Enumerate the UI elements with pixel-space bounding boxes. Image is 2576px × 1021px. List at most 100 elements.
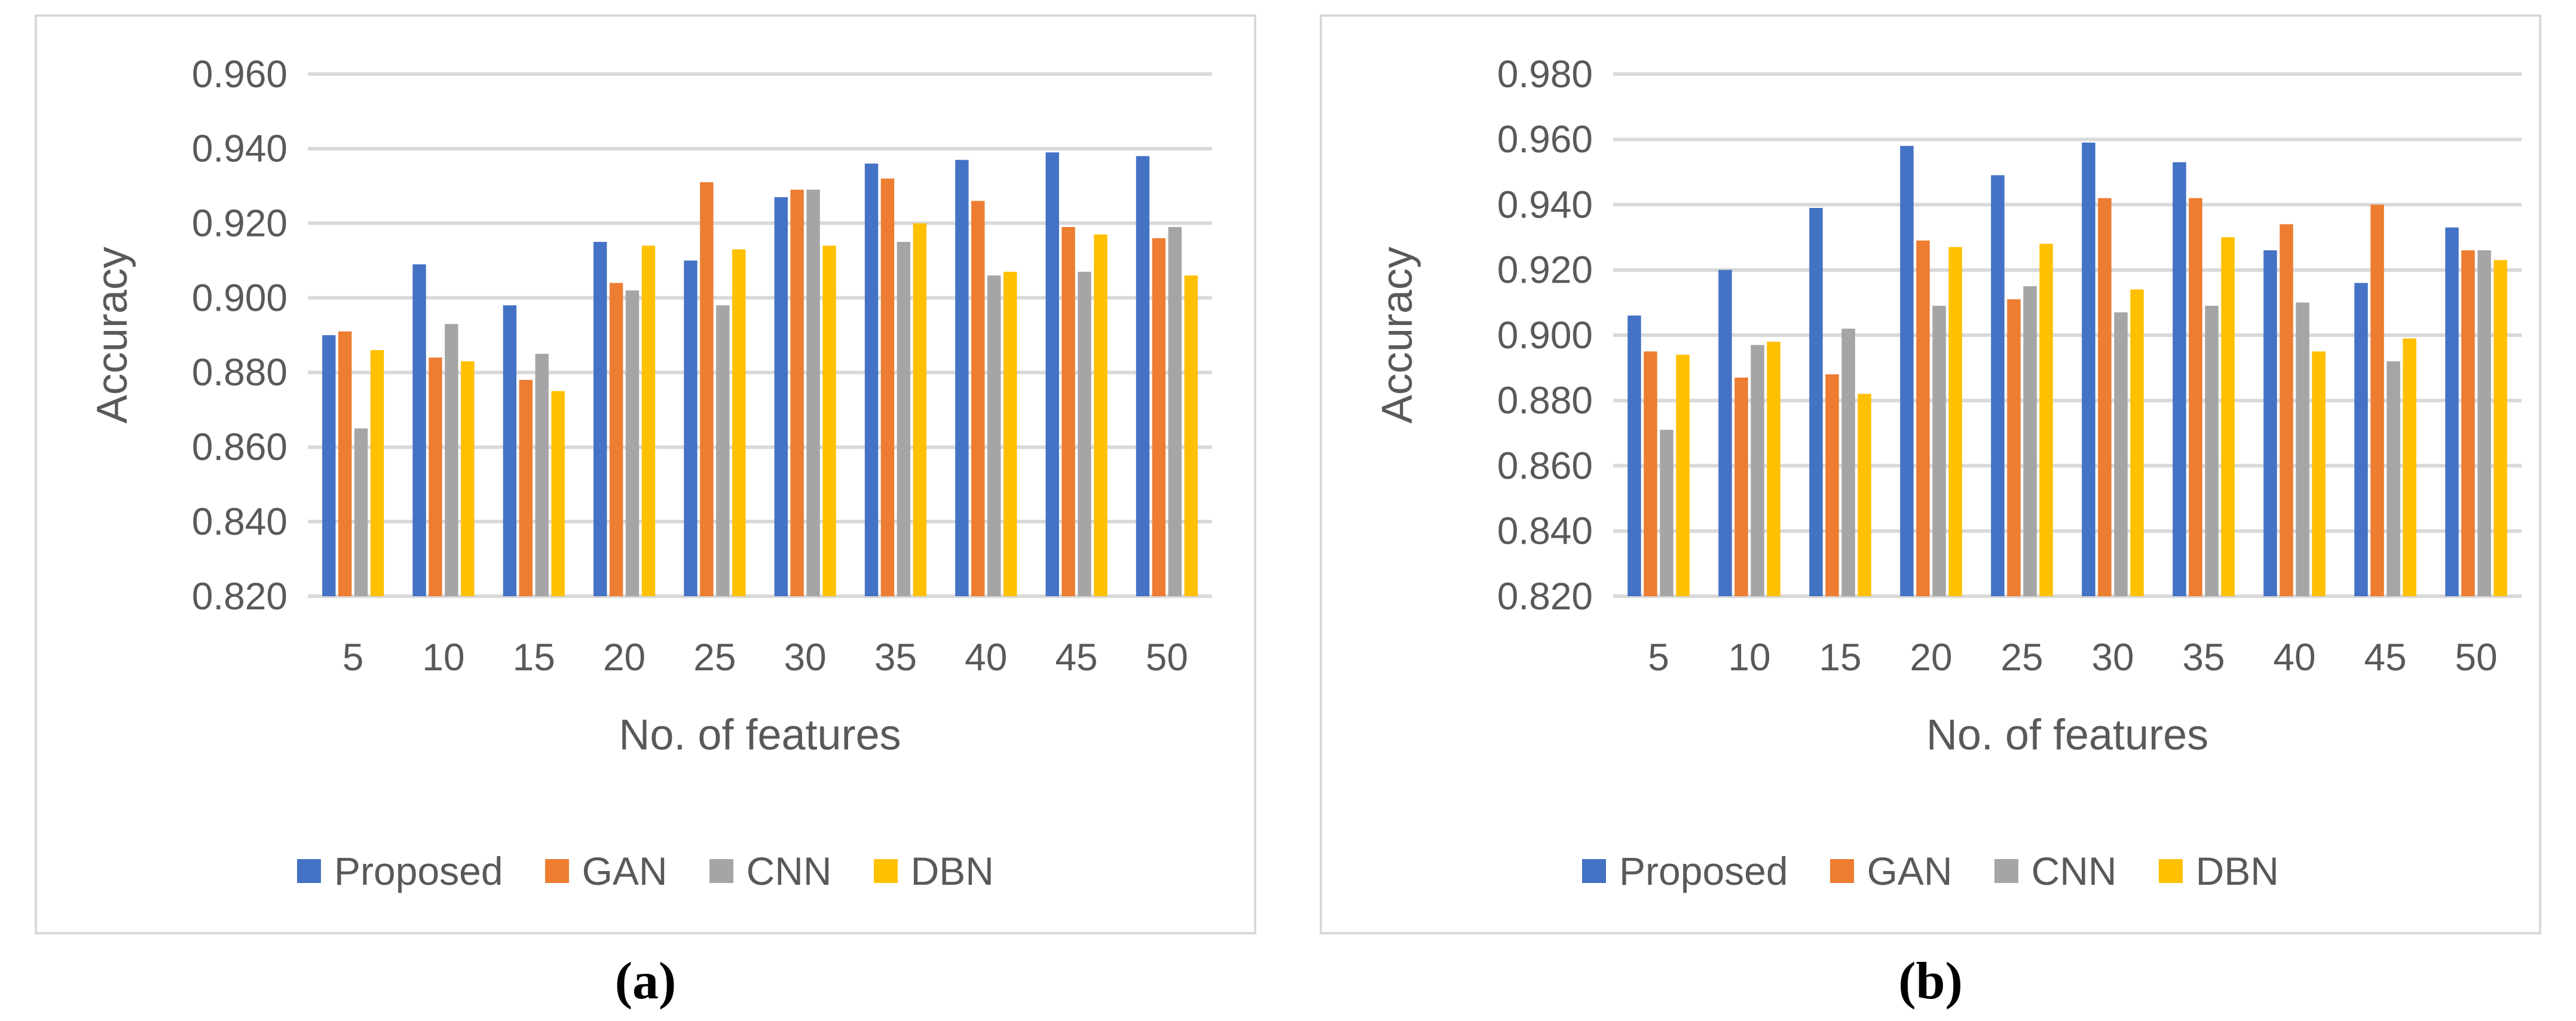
- legend-a: Proposed GAN CNN DBN: [37, 847, 1254, 895]
- bar-Proposed-45: [2354, 283, 2368, 597]
- legend-item-Proposed: Proposed: [297, 851, 503, 891]
- bar-Proposed-35: [864, 163, 879, 596]
- y-tick-label: 0.940: [1497, 183, 1593, 226]
- y-tick-label: 0.880: [1497, 379, 1593, 422]
- bar-CNN-35: [2205, 305, 2219, 596]
- bar-GAN-35: [2189, 198, 2202, 597]
- bar-CNN-30: [2114, 312, 2128, 596]
- x-tick-label: 30: [784, 636, 827, 679]
- x-tick-label: 25: [2000, 636, 2043, 679]
- bar-CNN-50: [2477, 250, 2491, 596]
- bar-Proposed-20: [593, 241, 607, 596]
- legend-marker-DBN-icon: [2158, 859, 2183, 883]
- bar-GAN-45: [2370, 204, 2384, 596]
- legend-marker-Proposed-icon: [297, 859, 322, 883]
- bar-DBN-35: [2221, 237, 2235, 597]
- x-tick-label: 10: [422, 636, 464, 679]
- bar-CNN-45: [2387, 361, 2400, 596]
- bar-DBN-15: [1858, 394, 1871, 596]
- bar-CNN-10: [1751, 345, 1764, 596]
- bar-DBN-20: [641, 246, 656, 596]
- bar-CNN-40: [987, 275, 1001, 597]
- chart-panel-a: 0.820 0.840 0.860 0.880 0.900 0.920 0.940 0.960…: [35, 14, 1256, 934]
- bar-CNN-5: [1660, 430, 1674, 596]
- y-tick-label: 0.840: [1497, 510, 1593, 553]
- y-tick-label: 0.980: [1497, 53, 1593, 96]
- chart-a-svg: 0.820 0.840 0.860 0.880 0.900 0.920 0.940 0.960…: [88, 53, 1212, 759]
- bar-DBN-10: [461, 361, 475, 596]
- legend-label: DBN: [2195, 849, 2279, 893]
- bar-Proposed-10: [1718, 269, 1732, 596]
- y-tick-label: 0.940: [192, 127, 287, 170]
- bar-GAN-30: [790, 189, 804, 596]
- legend-label: CNN: [746, 849, 832, 893]
- bar-Proposed-10: [412, 264, 426, 596]
- legend-marker-DBN-icon: [873, 859, 898, 883]
- bar-DBN-45: [2403, 338, 2416, 596]
- bar-GAN-50: [1152, 238, 1166, 596]
- bar-GAN-20: [609, 283, 623, 597]
- bar-DBN-45: [1094, 234, 1108, 596]
- y-tick-label: 0.860: [1497, 444, 1593, 487]
- x-tick-label: 15: [513, 636, 555, 679]
- legend-label: GAN: [582, 849, 668, 893]
- x-tick-label: 20: [603, 636, 645, 679]
- bar-GAN-45: [1061, 227, 1075, 596]
- bar-Proposed-50: [2445, 227, 2459, 596]
- bar-CNN-25: [716, 305, 730, 596]
- x-tick-label: 35: [2182, 636, 2225, 679]
- legend-label: DBN: [910, 849, 994, 893]
- bar-CNN-45: [1078, 271, 1091, 596]
- y-tick-label: 0.900: [192, 276, 287, 319]
- bar-Proposed-25: [1991, 175, 2005, 596]
- bar-DBN-30: [2130, 289, 2144, 596]
- bar-CNN-40: [2296, 302, 2309, 596]
- bar-CNN-20: [625, 290, 640, 596]
- bar-DBN-25: [2039, 244, 2053, 596]
- bar-GAN-10: [429, 357, 442, 596]
- x-tick-label: 15: [1819, 636, 1861, 679]
- x-tick-label: 50: [2455, 636, 2497, 679]
- bar-Proposed-5: [322, 335, 336, 596]
- bar-CNN-5: [354, 428, 368, 596]
- y-tick-label: 0.920: [1497, 249, 1593, 292]
- bar-Proposed-30: [774, 197, 788, 596]
- y-tick-label: 0.960: [1497, 118, 1593, 161]
- bar-DBN-50: [1184, 275, 1198, 597]
- bar-Proposed-15: [1809, 208, 1823, 596]
- legend-marker-Proposed-icon: [1582, 859, 1607, 883]
- bar-Proposed-20: [1900, 146, 1914, 596]
- x-tick-label: 45: [1055, 636, 1097, 679]
- y-tick-label: 0.920: [192, 201, 287, 244]
- bar-CNN-15: [535, 354, 549, 596]
- bar-DBN-35: [913, 223, 927, 596]
- caption-b: (b): [1898, 952, 1963, 1010]
- bar-DBN-5: [370, 350, 384, 596]
- bar-CNN-25: [2023, 286, 2037, 597]
- bar-GAN-40: [971, 201, 985, 596]
- legend-marker-GAN-icon: [1829, 859, 1854, 883]
- x-axis-title: No. of features: [619, 711, 901, 759]
- bar-GAN-5: [338, 331, 352, 596]
- legend-item-GAN: GAN: [544, 849, 668, 893]
- bar-DBN-20: [1948, 247, 1962, 596]
- bar-CNN-20: [1932, 305, 1946, 596]
- bar-GAN-5: [1644, 351, 1657, 596]
- bar-CNN-50: [1168, 227, 1182, 596]
- y-tick-label: 0.900: [1497, 314, 1593, 357]
- bar-Proposed-40: [2263, 250, 2277, 596]
- y-tick-label: 0.820: [192, 575, 287, 618]
- y-tick-label: 0.860: [192, 425, 287, 468]
- legend-b: Proposed GAN CNN DBN: [1322, 847, 2539, 895]
- bar-GAN-15: [519, 379, 533, 596]
- bar-GAN-30: [2098, 198, 2112, 597]
- bar-GAN-50: [2461, 250, 2475, 596]
- bar-DBN-5: [1676, 354, 1690, 596]
- x-axis-title: No. of features: [1926, 711, 2208, 759]
- legend-marker-GAN-icon: [544, 859, 569, 883]
- x-tick-label: 20: [1910, 636, 1952, 679]
- bar-GAN-20: [1916, 240, 1930, 597]
- bar-Proposed-30: [2082, 142, 2095, 596]
- bar-GAN-25: [700, 182, 714, 596]
- legend-item-GAN: GAN: [1829, 851, 1953, 891]
